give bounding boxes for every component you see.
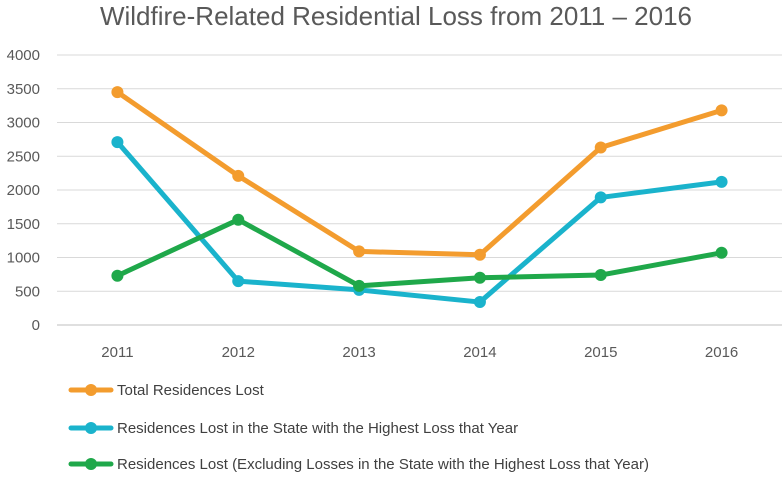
data-point: [353, 245, 366, 258]
x-tick-label: 2016: [705, 344, 738, 361]
series-line: [114, 89, 725, 258]
y-tick-label: 3500: [7, 81, 40, 98]
data-point: [594, 269, 607, 282]
data-point: [473, 271, 486, 284]
data-point: [353, 279, 366, 292]
legend: Total Residences Lost Residences Lost in …: [68, 382, 649, 473]
x-axis-ticks: 2011 2012 2013 2014 2015 2016: [101, 344, 738, 361]
data-point: [232, 169, 245, 182]
data-point: [111, 86, 124, 99]
data-point: [232, 275, 245, 288]
legend-marker: [85, 422, 97, 434]
data-point: [594, 141, 607, 154]
y-axis-ticks: 0 500 1000 1500 2000 2500 3000 3500 4000: [7, 47, 40, 334]
y-tick-label: 2000: [7, 182, 40, 199]
series-1: [111, 86, 728, 261]
legend-label: Total Residences Lost: [117, 382, 265, 399]
gridlines: [57, 54, 782, 326]
data-point: [473, 248, 486, 261]
y-tick-label: 3000: [7, 115, 40, 132]
data-point: [715, 104, 728, 117]
data-point: [111, 136, 124, 149]
legend-label: Residences Lost in the State with the Hi…: [117, 420, 518, 437]
data-point: [594, 191, 607, 204]
x-tick-label: 2012: [222, 344, 255, 361]
y-tick-label: 1500: [7, 216, 40, 233]
legend-label: Residences Lost (Excluding Losses in the…: [117, 456, 649, 473]
legend-marker: [85, 384, 97, 396]
x-tick-label: 2013: [342, 344, 375, 361]
legend-item: Total Residences Lost: [68, 382, 265, 399]
data-point: [232, 213, 245, 226]
data-point: [111, 269, 124, 282]
legend-item: Residences Lost in the State with the Hi…: [68, 420, 518, 437]
chart-title: Wildfire-Related Residential Loss from 2…: [100, 1, 692, 31]
y-tick-label: 500: [15, 283, 40, 300]
series-lines: [111, 86, 728, 309]
data-point: [715, 246, 728, 259]
y-tick-label: 1000: [7, 250, 40, 267]
legend-item: Residences Lost (Excluding Losses in the…: [68, 456, 649, 473]
data-point: [715, 175, 728, 188]
data-point: [473, 296, 486, 309]
x-tick-label: 2015: [584, 344, 617, 361]
series-line: [114, 139, 725, 305]
y-tick-label: 0: [32, 317, 40, 334]
y-tick-label: 2500: [7, 148, 40, 165]
series-line: [114, 217, 725, 289]
x-tick-label: 2014: [463, 344, 496, 361]
legend-marker: [85, 458, 97, 470]
series-3: [111, 213, 728, 292]
y-tick-label: 4000: [7, 47, 40, 64]
x-tick-label: 2011: [101, 344, 133, 361]
